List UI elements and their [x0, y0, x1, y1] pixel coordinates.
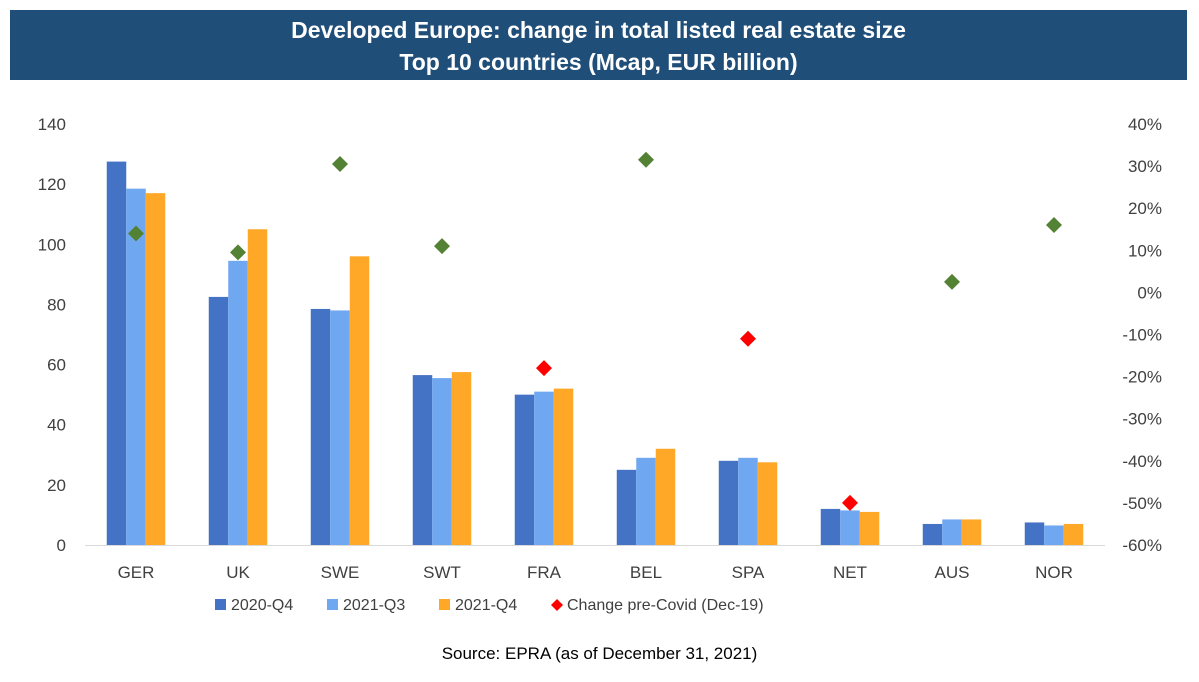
bar: [534, 391, 554, 545]
x-tick-label: NOR: [1035, 563, 1073, 582]
bar: [106, 161, 127, 545]
legend-label: Change pre-Covid (Dec-19): [567, 597, 764, 614]
y-left-tick-label: 120: [38, 175, 66, 194]
bar: [1024, 522, 1045, 545]
y-right-tick-label: -20%: [1122, 368, 1162, 387]
chart-title-bar: Developed Europe: change in total listed…: [10, 10, 1187, 80]
bar: [1044, 525, 1064, 545]
legend-label: 2021-Q4: [455, 597, 517, 614]
bar: [514, 394, 535, 545]
bar: [145, 193, 166, 545]
legend-swatch: [551, 599, 563, 611]
bar: [942, 519, 962, 545]
legend-label: 2021-Q3: [343, 597, 405, 614]
y-left-tick-label: 100: [38, 235, 66, 254]
scatter-point: [332, 155, 348, 172]
legend-swatch: [215, 599, 226, 610]
x-tick-label: GER: [118, 563, 155, 582]
scatter-point: [740, 330, 756, 347]
chart-title: Developed Europe: change in total listed…: [291, 17, 906, 43]
bar: [961, 519, 982, 545]
y-left-tick-label: 60: [47, 356, 66, 375]
scatter-point: [638, 151, 654, 168]
x-tick-label: SPA: [732, 563, 765, 582]
bar: [655, 448, 676, 545]
bar: [126, 188, 146, 545]
bar: [228, 260, 248, 545]
y-left-tick-label: 20: [47, 476, 66, 495]
chart-subtitle: Top 10 countries (Mcap, EUR billion): [399, 49, 798, 75]
bar: [738, 457, 758, 545]
scatter-point: [230, 244, 246, 261]
bar: [412, 375, 433, 545]
bar: [1063, 523, 1084, 545]
y-right-tick-label: 40%: [1128, 115, 1162, 134]
y-right-tick-label: -60%: [1122, 536, 1162, 555]
bar: [208, 296, 229, 545]
y-left-tick-label: 80: [47, 295, 66, 314]
scatter-point: [842, 494, 858, 511]
y-left-tick-label: 140: [38, 115, 66, 134]
y-right-tick-label: 20%: [1128, 199, 1162, 218]
bar: [840, 510, 860, 545]
legend-swatch: [327, 599, 338, 610]
y-right-tick-label: -50%: [1122, 494, 1162, 513]
bar: [451, 372, 472, 545]
bar: [820, 508, 841, 545]
y-right-tick-label: 10%: [1128, 241, 1162, 260]
x-tick-label: SWE: [321, 563, 360, 582]
bar: [859, 511, 880, 545]
bar: [757, 462, 778, 545]
x-tick-label: AUS: [935, 563, 970, 582]
y-left-tick-label: 40: [47, 416, 66, 435]
x-tick-label: BEL: [630, 563, 662, 582]
bar: [432, 378, 452, 545]
y-right-tick-label: -40%: [1122, 452, 1162, 471]
bar: [718, 460, 739, 545]
bar: [310, 308, 331, 545]
bar: [553, 388, 574, 545]
x-tick-label: UK: [226, 563, 250, 582]
scatter-point: [944, 273, 960, 290]
bar: [636, 457, 656, 545]
y-right-tick-label: 0%: [1137, 283, 1162, 302]
scatter-point: [1046, 217, 1062, 234]
scatter-point: [128, 225, 144, 242]
legend-label: 2020-Q4: [231, 597, 293, 614]
bar: [922, 523, 943, 545]
legend-swatch: [439, 599, 450, 610]
y-left-tick-label: 0: [57, 536, 66, 555]
bar: [247, 229, 268, 545]
y-right-tick-label: -30%: [1122, 410, 1162, 429]
x-tick-label: NET: [833, 563, 867, 582]
x-tick-label: FRA: [527, 563, 562, 582]
x-tick-label: SWT: [423, 563, 461, 582]
source-note: Source: EPRA (as of December 31, 2021): [441, 644, 758, 663]
y-right-tick-label: -10%: [1122, 326, 1162, 345]
scatter-point: [434, 238, 450, 255]
bar: [349, 256, 370, 545]
bar: [616, 469, 637, 545]
scatter-point: [536, 360, 552, 377]
y-right-tick-label: 30%: [1128, 157, 1162, 176]
bar: [330, 310, 350, 545]
